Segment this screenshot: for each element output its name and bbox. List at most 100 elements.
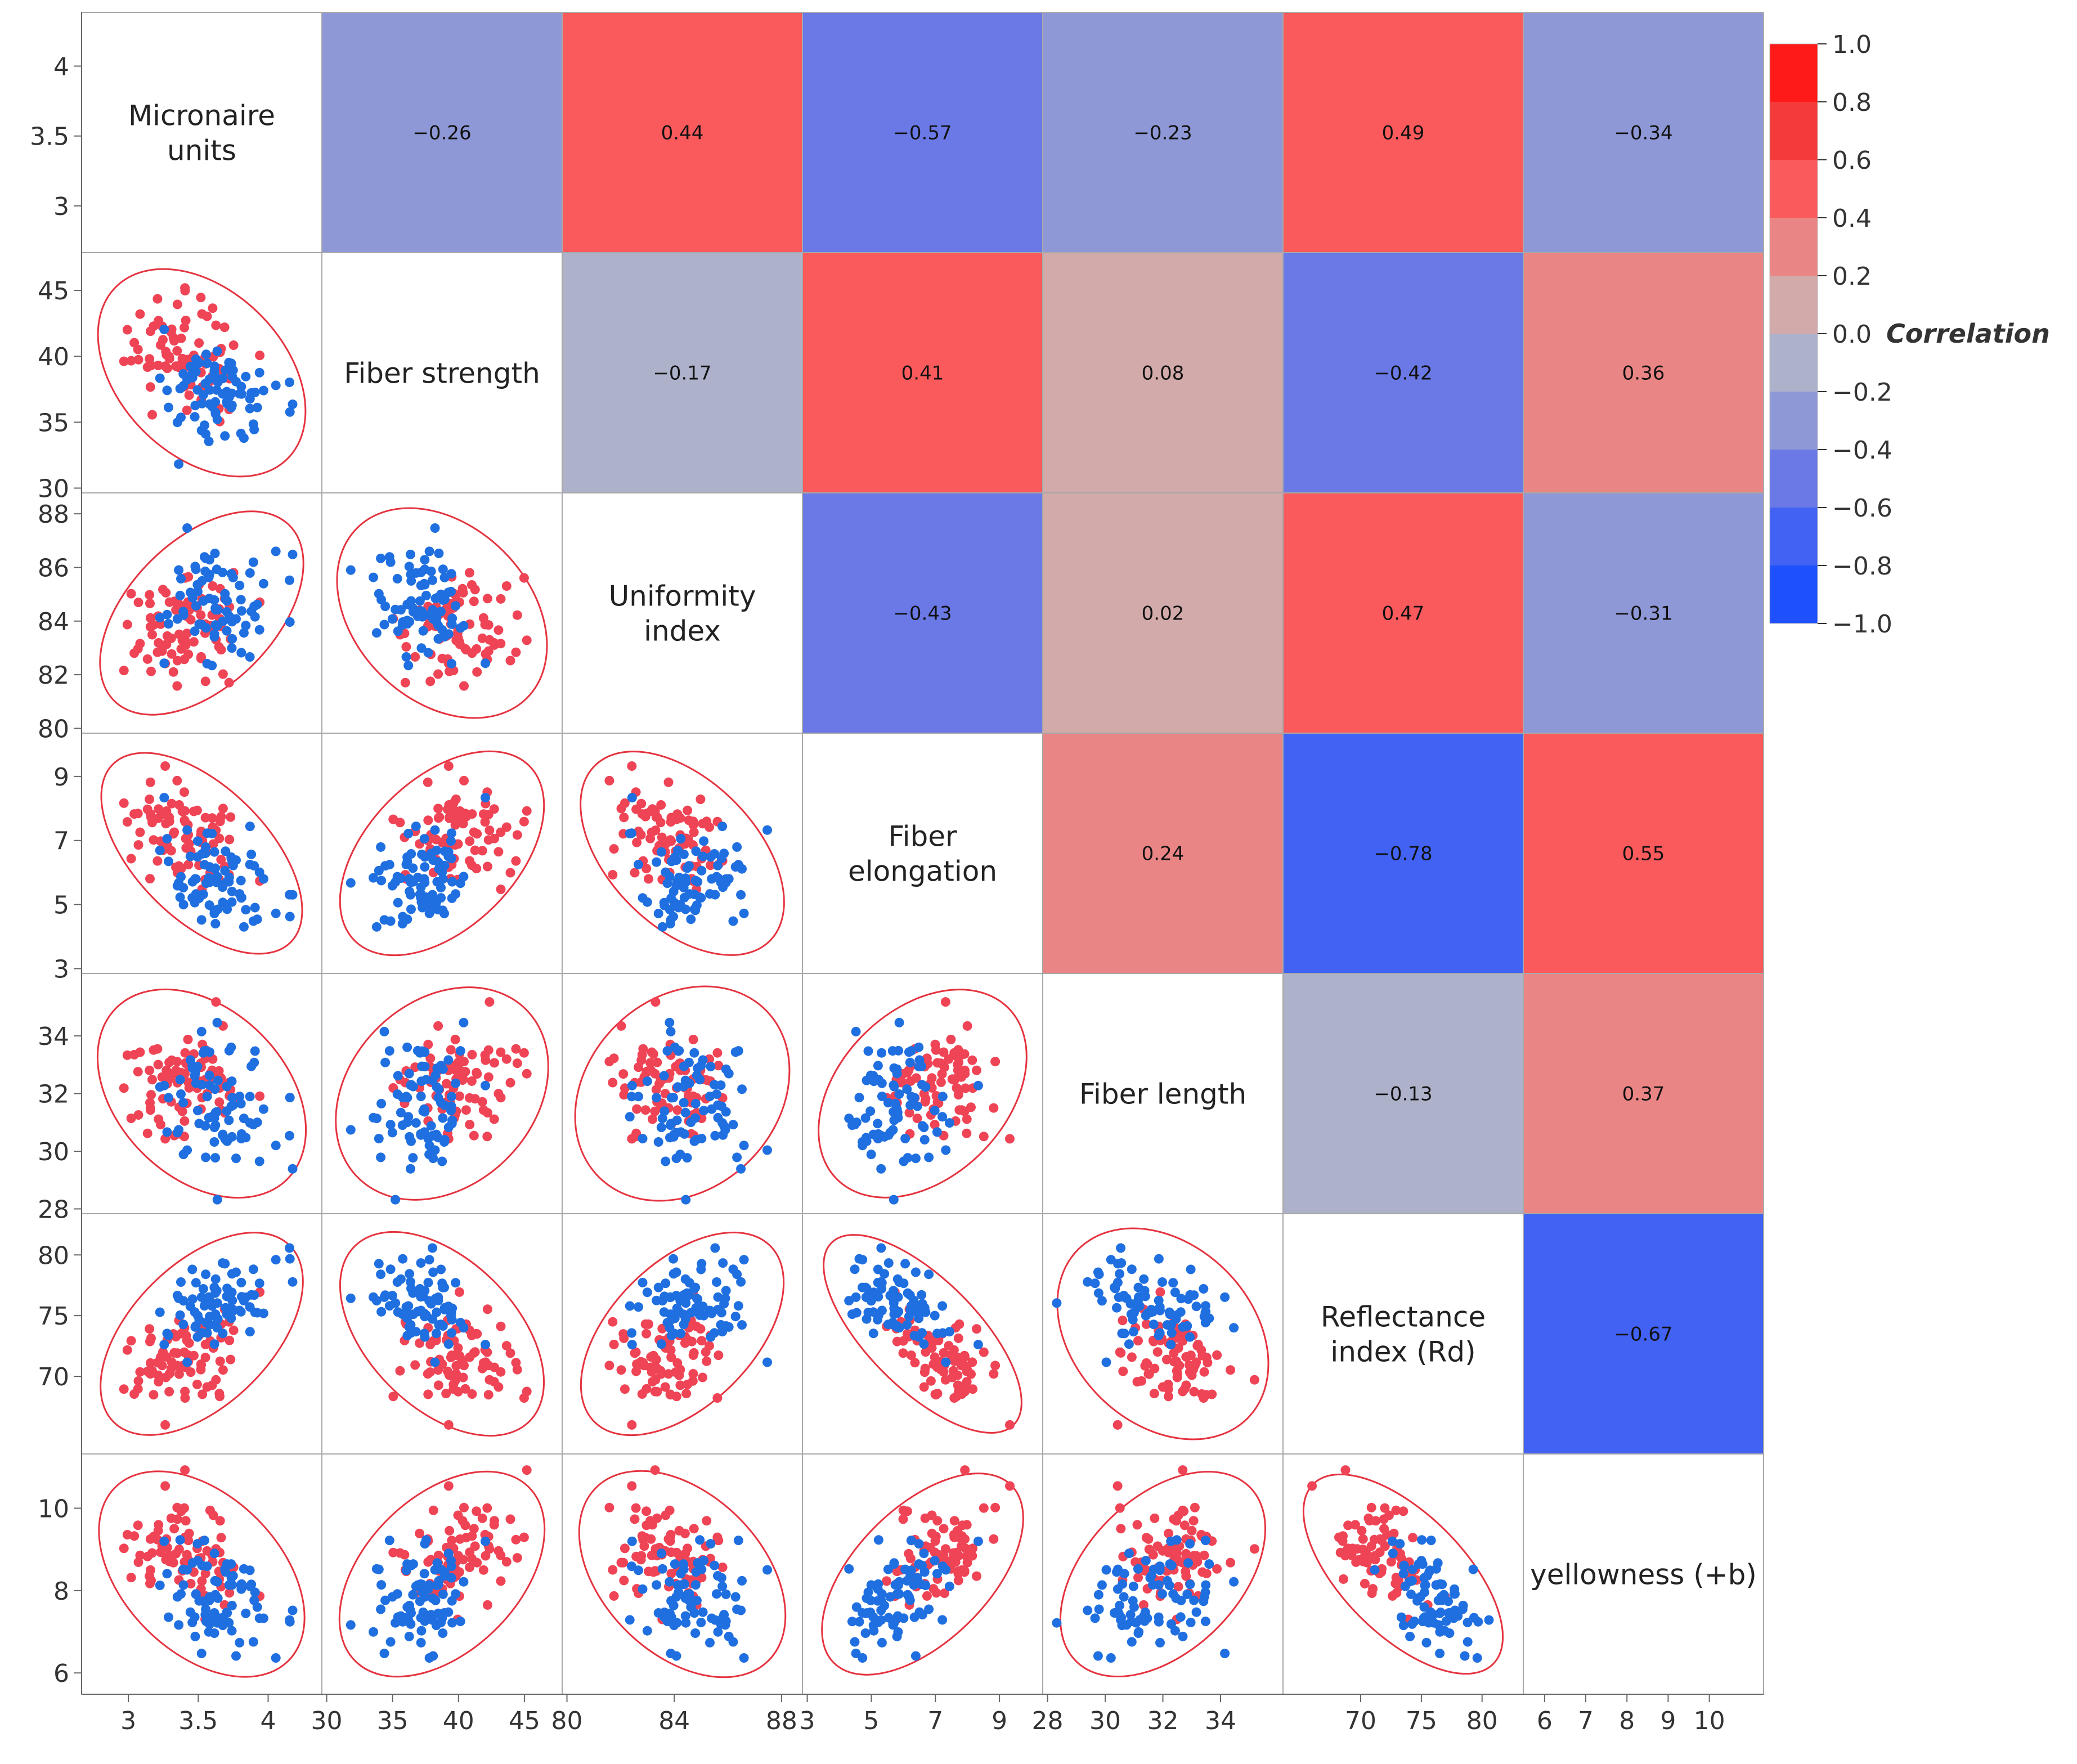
scatter-point [346, 1293, 356, 1303]
scatter-point [209, 629, 219, 639]
scatter-point [860, 1113, 871, 1123]
scatter-point [640, 1319, 651, 1329]
scatter-point [213, 377, 223, 387]
diagonal-cell-elo [802, 733, 1043, 974]
scatter-point [443, 761, 454, 771]
scatter-point [1119, 1592, 1129, 1602]
scatter-point [690, 1307, 701, 1317]
scatter-point [408, 1309, 418, 1319]
scatter-point [408, 607, 418, 617]
scatter-point [657, 922, 667, 932]
scatter-point [182, 1565, 192, 1575]
scatter-point [455, 1352, 465, 1362]
scatter-point [176, 412, 186, 423]
scatter-point [248, 916, 258, 926]
scatter-point [939, 1524, 949, 1534]
scatter-point [205, 1047, 214, 1057]
scatter-point [376, 1152, 386, 1162]
scatter-point [844, 1114, 854, 1124]
scatter-point [679, 1319, 689, 1330]
scatter-point [224, 613, 234, 623]
legend-tick-label: −0.2 [1832, 378, 1892, 407]
scatter-point [866, 1150, 876, 1160]
scatter-point [180, 322, 189, 333]
scatter-point [1189, 1386, 1199, 1397]
scatter-point [937, 1615, 948, 1625]
scatter-point [172, 656, 182, 666]
scatter-point [653, 909, 663, 918]
scatter-point [162, 1065, 172, 1075]
scatter-point [346, 565, 356, 575]
scatter-point [403, 828, 414, 838]
scatter-point [656, 1548, 666, 1559]
scatter-point [690, 1580, 701, 1590]
scatter-point [932, 1328, 942, 1339]
corr-cell-mic-str [321, 12, 563, 253]
scatter-point [850, 1120, 860, 1130]
scatter-point [416, 1613, 426, 1623]
scatter-point [133, 1376, 143, 1386]
scatter-point [1338, 1536, 1348, 1546]
scatter-point [1173, 1333, 1183, 1343]
corr-value-mic-elo: −0.57 [893, 122, 952, 145]
scatter-point [1170, 1287, 1180, 1298]
scatter-point [616, 804, 626, 814]
scatter-point [201, 623, 211, 633]
scatter-point [944, 1581, 954, 1591]
scatter-point [661, 1510, 671, 1520]
scatter-point [385, 916, 396, 926]
corr-cell-str-elo [802, 252, 1043, 493]
scatter-point [185, 851, 195, 861]
scatter-point [451, 601, 461, 611]
scatter-point [174, 800, 184, 810]
scatter-point [883, 1098, 893, 1108]
scatter-point [224, 357, 234, 367]
scatter-point [962, 1021, 972, 1031]
scatter-point [201, 553, 211, 563]
scatter-point [227, 1626, 237, 1636]
scatter-point [890, 1580, 900, 1590]
scatter-point [1226, 1557, 1236, 1568]
scatter-point [979, 1503, 989, 1513]
scatter-point [423, 1369, 433, 1379]
scatter-point [453, 1343, 463, 1353]
scatter-point [451, 816, 461, 827]
scatter-point [436, 1264, 446, 1274]
scatter-point [636, 830, 646, 840]
scatter-point [239, 628, 249, 638]
scatter-point [961, 1083, 971, 1093]
scatter-point [627, 1328, 636, 1338]
scatter-point [905, 1057, 915, 1067]
scatter-point [910, 1358, 920, 1368]
scatter-point [405, 1269, 415, 1279]
scatter-point [1142, 1613, 1152, 1623]
variable-label-len: Fiber length [1079, 1078, 1246, 1111]
scatter-point [656, 1123, 666, 1133]
scatter-point [481, 1340, 490, 1350]
scatter-point [218, 1130, 227, 1140]
scatter-point [937, 1092, 948, 1102]
scatter-point [930, 1536, 940, 1546]
scatter-point [380, 1057, 391, 1067]
scatter-point [728, 1120, 738, 1130]
scatter-point [737, 1084, 747, 1094]
scatter-point [644, 874, 653, 884]
scatter-point [239, 922, 249, 932]
scatter-point [894, 1589, 904, 1599]
scatter-point [145, 795, 155, 804]
scatter-point [439, 1100, 450, 1110]
scatter-point [172, 1514, 182, 1524]
scatter-point [236, 595, 246, 605]
scatter-point [1185, 1332, 1195, 1342]
scatter-point [432, 1294, 442, 1304]
scatter-point [930, 1039, 940, 1049]
scatter-point [285, 1243, 294, 1253]
scatter-point [430, 1357, 440, 1367]
scatter-point [642, 1626, 652, 1636]
scatter-point [142, 654, 152, 664]
scatter-point [211, 997, 221, 1007]
scatter-point [180, 815, 190, 825]
scatter-point [671, 1592, 681, 1602]
scatter-point [250, 903, 260, 913]
scatter-point [235, 1637, 245, 1648]
